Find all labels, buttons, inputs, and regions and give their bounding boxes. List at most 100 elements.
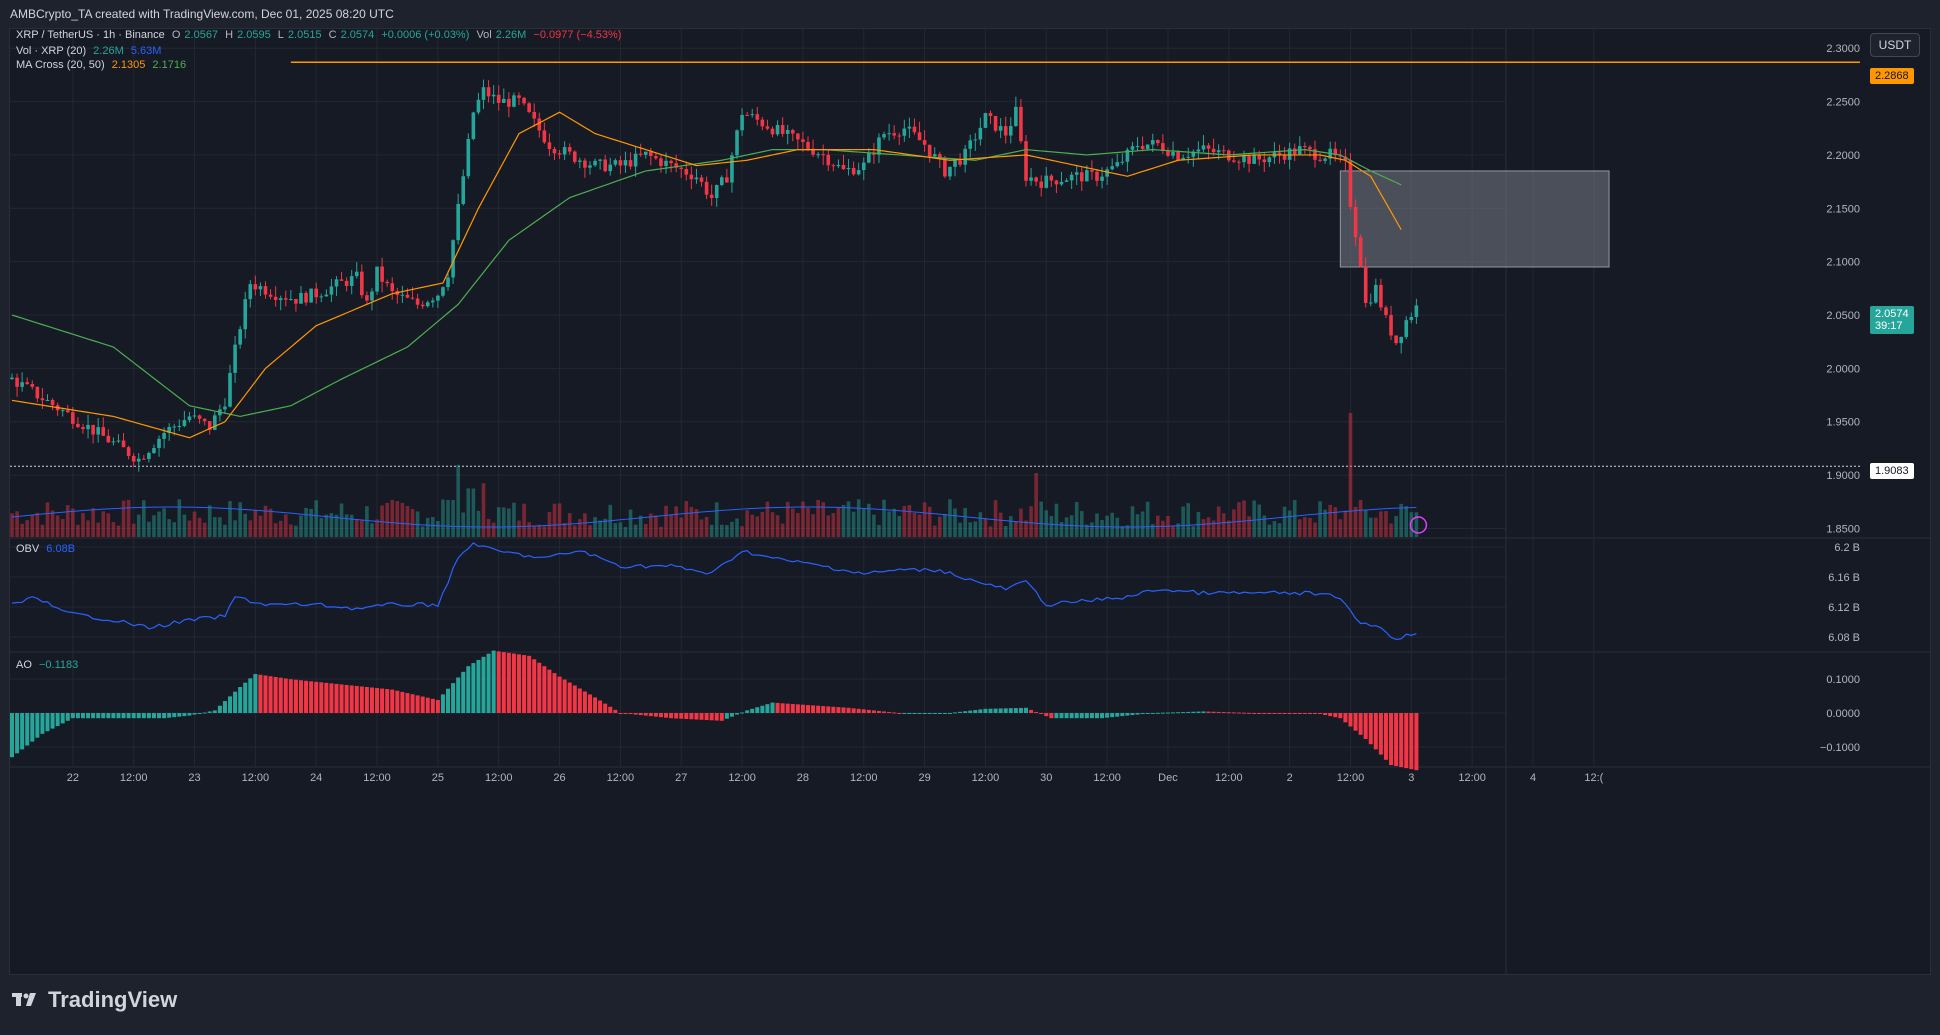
open-label: O — [171, 29, 181, 41]
candle-body — [268, 294, 273, 297]
candle-body — [425, 302, 430, 307]
ao-bar — [1084, 713, 1089, 719]
ao-bar — [380, 688, 385, 713]
volume-bar — [938, 516, 942, 537]
tradingview-logo[interactable]: TradingView — [12, 987, 177, 1013]
candle-body — [162, 432, 166, 439]
candle-body — [1059, 181, 1064, 185]
volume-bar — [998, 512, 1003, 537]
ao-bar — [927, 713, 932, 714]
ao-tick-label: 0.1000 — [1826, 674, 1860, 686]
candle-body — [10, 377, 14, 380]
volume-bar — [1409, 512, 1414, 537]
ao-bar — [167, 713, 172, 718]
ao-bar — [70, 713, 75, 719]
chart-canvas[interactable]: 2.3000 2.2500 2.2000 2.1500 2.1000 2.0500 2.00… — [10, 29, 1930, 974]
candle-body — [887, 133, 891, 135]
candle-body — [1237, 161, 1241, 163]
candle-body — [735, 130, 739, 156]
chart-frame[interactable]: 2.3000 2.2500 2.2000 2.1500 2.1000 2.0500 2.00… — [9, 28, 1931, 975]
candle-body — [349, 276, 354, 286]
ao-bar — [1348, 713, 1353, 727]
ao-legend[interactable]: AO −0.1183 — [16, 659, 82, 671]
ma-fast-line — [11, 111, 1402, 439]
candle-body — [856, 170, 861, 175]
volume-bar — [861, 509, 866, 537]
volume-bar — [1191, 526, 1196, 537]
ao-bar — [694, 713, 699, 720]
volume-bar — [836, 507, 841, 537]
candle-body — [537, 118, 542, 131]
volume-bar — [1272, 521, 1277, 537]
ao-bar — [192, 713, 197, 715]
candle-body — [958, 160, 962, 165]
ao-bar — [1409, 713, 1414, 770]
candle-body — [1414, 305, 1419, 317]
volume-bar — [1363, 509, 1368, 537]
ao-bar — [699, 713, 704, 720]
candle-body — [431, 300, 435, 303]
volume-bar — [932, 525, 937, 537]
ao-bar — [537, 662, 542, 713]
ao-bar — [420, 696, 425, 713]
volume-bar — [304, 507, 308, 537]
volume-bar — [15, 511, 19, 537]
candle-body — [142, 458, 146, 460]
volume-bar — [1237, 502, 1241, 537]
candle-body — [253, 284, 258, 290]
volume-bar — [182, 514, 187, 537]
ao-bar — [704, 713, 709, 721]
volume-bar — [45, 502, 50, 537]
ao-bar — [298, 680, 303, 713]
close-label: C — [328, 29, 337, 41]
ao-bar — [760, 705, 765, 713]
symbol-label[interactable]: XRP / TetherUS · 1h · Binance — [16, 29, 165, 41]
candle-body — [877, 137, 881, 155]
ao-bar — [1186, 711, 1191, 713]
candle-body — [187, 416, 192, 421]
candle-body — [1064, 180, 1069, 182]
volume-bar — [745, 510, 749, 537]
volume-bar — [248, 520, 253, 537]
volume-bar — [542, 526, 547, 537]
volume-bar — [436, 520, 440, 537]
candle-body — [588, 165, 592, 168]
volume-legend[interactable]: Vol · XRP (20) 2.26M 5.63M — [16, 45, 165, 57]
ao-bar — [1094, 713, 1099, 719]
ao-bar — [273, 676, 278, 713]
candle-body — [40, 398, 45, 401]
ao-bar — [770, 702, 775, 713]
ao-bar — [998, 708, 1003, 713]
candle-body — [1348, 160, 1353, 207]
ma-cross-legend[interactable]: MA Cross (20, 50) 2.1305 2.1716 — [16, 59, 190, 71]
candle-body — [547, 142, 552, 149]
ao-bar — [1160, 712, 1165, 714]
ao-bar — [724, 713, 729, 719]
volume-bar — [1348, 413, 1353, 537]
volume-bar — [638, 515, 643, 537]
volume-bar — [720, 524, 724, 537]
candle-body — [1019, 106, 1023, 142]
ao-bar — [415, 695, 420, 713]
ao-bar — [207, 711, 212, 713]
volume-bar — [1095, 513, 1099, 537]
volume-bar — [1079, 511, 1084, 537]
obv-legend[interactable]: OBV 6.08B — [16, 543, 79, 555]
volume-bar — [380, 505, 384, 537]
volume-bar — [1211, 520, 1216, 537]
volume-bar — [735, 518, 739, 537]
ao-bar — [745, 710, 750, 713]
ao-bar — [1358, 713, 1363, 735]
volume-bar — [263, 505, 268, 537]
ao-bar — [1216, 711, 1221, 713]
candle-body — [375, 266, 379, 292]
ao-bar — [344, 684, 349, 713]
candle-body — [131, 455, 136, 462]
candle-body — [446, 277, 450, 288]
candle-body — [1120, 161, 1125, 163]
candle-body — [917, 132, 922, 141]
volume-bar — [1064, 517, 1069, 537]
price-tick-label: 2.2500 — [1826, 97, 1860, 109]
currency-button[interactable]: USDT — [1870, 33, 1920, 57]
candle-body — [126, 447, 131, 456]
